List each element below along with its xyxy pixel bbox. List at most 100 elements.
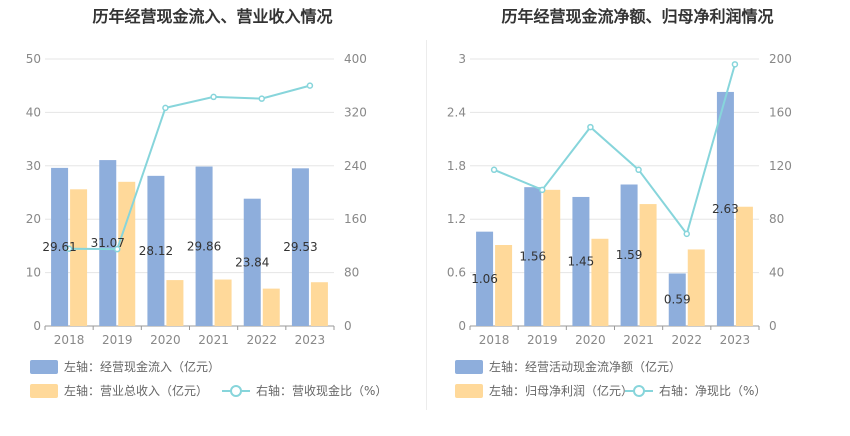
- line-point: [258, 95, 265, 102]
- right-axis-tick-label: 320: [344, 105, 367, 119]
- legend-swatch-marker: [633, 385, 645, 397]
- line-point: [210, 93, 217, 101]
- bar-data-label: 2.63: [712, 202, 739, 216]
- x-axis-tick-label: 2018: [479, 333, 510, 347]
- left-axis-tick-label: 40: [26, 105, 41, 119]
- bar-secondary: [118, 181, 136, 326]
- bar-data-label: 1.56: [519, 250, 546, 264]
- legend-label: 左轴：经营现金流入（亿元）: [64, 359, 220, 374]
- line-point: [162, 104, 169, 112]
- chart-canvas: 0 0 10 80 20 160 30 240 40 320 50 400 2018 2019 2020 20…: [26, 52, 387, 398]
- bar-data-label: 31.07: [91, 236, 125, 250]
- bar-data-label: 29.61: [42, 240, 76, 254]
- right-axis-tick-label: 40: [769, 266, 784, 280]
- right-axis-tick-label: 160: [769, 105, 792, 119]
- right-axis-tick-label: 0: [769, 319, 777, 333]
- left-axis-tick-label: 50: [26, 52, 41, 66]
- right-axis-tick-label: 160: [344, 212, 367, 226]
- right-axis-tick-label: 120: [769, 159, 792, 173]
- line-point: [65, 245, 73, 253]
- x-axis-tick-label: 2019: [102, 333, 133, 347]
- left-axis-tick-label: 20: [26, 212, 41, 226]
- bar-primary: [51, 167, 69, 326]
- x-axis-tick-label: 2023: [295, 333, 326, 347]
- bar-primary: [668, 273, 686, 326]
- line-point: [731, 61, 739, 68]
- bar-secondary: [495, 245, 513, 326]
- x-axis-tick-label: 2023: [720, 333, 751, 347]
- x-axis-tick-label: 2022: [246, 333, 277, 347]
- bar-primary: [524, 187, 542, 326]
- x-axis-tick-label: 2019: [527, 333, 558, 347]
- line-point: [306, 82, 314, 89]
- line-point: [490, 166, 498, 174]
- left-axis-tick-label: 2.4: [447, 105, 466, 119]
- bar-primary: [716, 91, 734, 327]
- chart-title: 历年经营现金流净额、归母净利润情况: [501, 7, 774, 26]
- legend-label: 左轴：经营活动现金流净额（亿元）: [489, 359, 681, 374]
- bar-primary: [572, 196, 590, 326]
- bar-primary: [147, 175, 165, 326]
- bar-primary: [291, 168, 309, 326]
- chart-panel-right: 历年经营现金流净额、归母净利润情况 0 0 0.6 40 1.2 80 1.8 120 2.4 1…: [425, 0, 850, 436]
- x-axis-tick-label: 2021: [623, 333, 654, 347]
- bar-primary: [620, 184, 638, 326]
- chart-canvas: 0 0 0.6 40 1.2 80 1.8 120 2.4 160 3 200 2018 2019 2020…: [447, 52, 792, 398]
- line-point: [114, 245, 121, 253]
- x-axis-tick-label: 2020: [575, 333, 606, 347]
- right-axis-tick-label: 400: [344, 52, 367, 66]
- line-point: [683, 230, 690, 238]
- legend-swatch-marker: [230, 385, 242, 397]
- left-axis-tick-label: 1.2: [447, 212, 466, 226]
- bar-secondary: [543, 189, 561, 326]
- left-axis-tick-label: 10: [26, 266, 41, 280]
- bar-secondary: [310, 282, 328, 326]
- bar-primary: [99, 160, 117, 326]
- left-axis-tick-label: 0.6: [447, 266, 466, 280]
- line-point: [539, 186, 546, 194]
- bar-data-label: 0.59: [664, 293, 691, 307]
- right-axis-tick-label: 0: [344, 319, 352, 333]
- x-axis-tick-label: 2020: [150, 333, 181, 347]
- legend-swatch-primary: [455, 360, 483, 374]
- left-axis-tick-label: 1.8: [447, 159, 466, 173]
- line-series: [493, 64, 736, 237]
- legend-label: 右轴：营收现金比（%）: [256, 383, 387, 398]
- panel-divider: [426, 40, 427, 410]
- legend-swatch-secondary: [30, 384, 58, 398]
- legend-label: 左轴：归母净利润（亿元）: [489, 383, 633, 398]
- bar-secondary: [591, 238, 609, 326]
- right-axis-tick-label: 80: [344, 266, 359, 280]
- bar-secondary: [735, 206, 753, 326]
- bar-secondary: [262, 288, 280, 326]
- bar-secondary: [166, 280, 184, 326]
- bar-data-label: 1.45: [568, 254, 595, 268]
- chart-panel-left: 历年经营现金流入、营业收入情况 0 0 10 80 20 160 30 240 40 320 50 4…: [26, 7, 387, 398]
- bar-data-label: 23.84: [235, 255, 269, 269]
- legend-label: 左轴：营业总收入（亿元）: [64, 383, 208, 398]
- left-axis-tick-label: 30: [26, 159, 41, 173]
- left-axis-tick-label: 3: [458, 52, 466, 66]
- x-axis-tick-label: 2021: [198, 333, 229, 347]
- legend-swatch-primary: [30, 360, 58, 374]
- x-axis-tick-label: 2022: [671, 333, 702, 347]
- x-axis-tick-label: 2018: [54, 333, 85, 347]
- legend-label: 右轴：净现比（%）: [659, 383, 766, 398]
- bar-secondary: [639, 204, 657, 326]
- bar-primary: [476, 231, 494, 326]
- bar-secondary: [214, 279, 232, 326]
- left-axis-tick-label: 0: [33, 319, 41, 333]
- left-axis-tick-label: 0: [458, 319, 466, 333]
- bar-secondary: [687, 249, 705, 326]
- right-axis-tick-label: 80: [769, 212, 784, 226]
- chart-title: 历年经营现金流入、营业收入情况: [92, 7, 333, 26]
- bar-data-label: 28.12: [139, 244, 173, 258]
- right-axis-tick-label: 200: [769, 52, 792, 66]
- line-point: [635, 166, 642, 174]
- legend-swatch-secondary: [455, 384, 483, 398]
- bar-primary: [195, 166, 213, 326]
- bar-data-label: 1.06: [471, 272, 498, 286]
- bar-data-label: 29.53: [283, 240, 317, 254]
- bar-primary: [243, 198, 261, 326]
- bar-data-label: 1.59: [616, 248, 643, 262]
